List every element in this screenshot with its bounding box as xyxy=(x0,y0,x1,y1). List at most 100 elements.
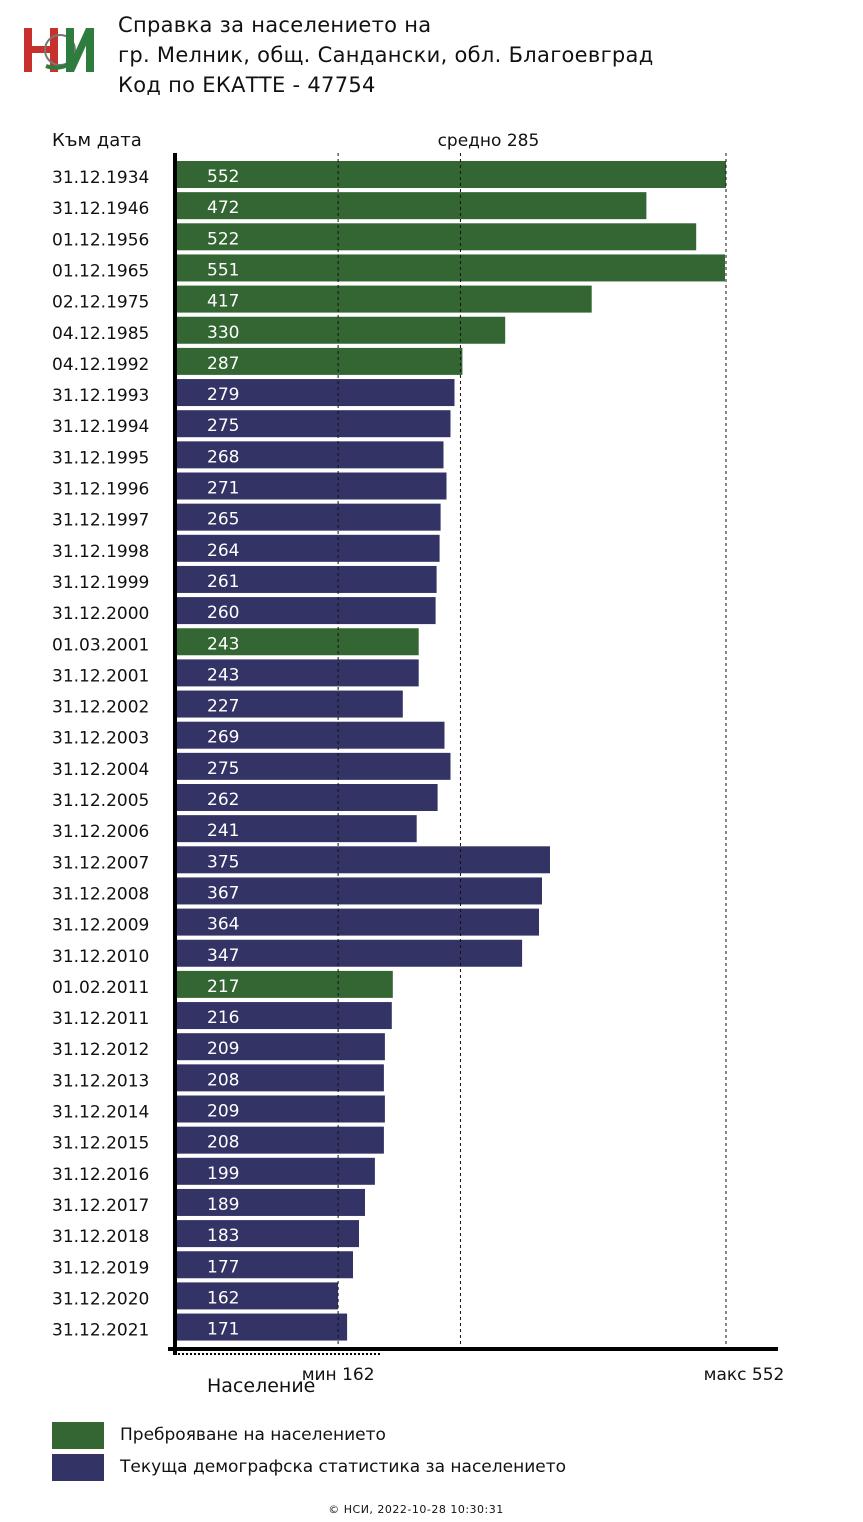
bar xyxy=(177,379,455,407)
category-label: 31.12.2013 xyxy=(52,1071,149,1091)
category-label: 31.12.2008 xyxy=(52,884,149,904)
bar xyxy=(177,815,417,843)
category-label: 31.12.1998 xyxy=(52,542,149,562)
bar-value-label: 330 xyxy=(207,323,239,343)
copyright-footer: © НСИ, 2022-10-28 10:30:31 xyxy=(328,1503,504,1516)
nsi-logo xyxy=(24,28,94,72)
header-line-3: Код по ЕКАТТЕ - 47754 xyxy=(118,73,376,97)
category-label: 04.12.1992 xyxy=(52,355,149,375)
category-label: 31.12.2001 xyxy=(52,666,149,686)
bar xyxy=(177,534,440,562)
category-label: 31.12.2014 xyxy=(52,1103,149,1123)
bar-value-label: 243 xyxy=(207,634,239,654)
bar xyxy=(177,690,403,718)
bar xyxy=(177,659,419,687)
bar xyxy=(177,192,647,220)
category-label: 01.03.2001 xyxy=(52,635,149,655)
legend-label-current: Текуща демографска статистика за населен… xyxy=(120,1457,567,1477)
bar-value-label: 262 xyxy=(207,790,239,810)
legend-swatch-census xyxy=(52,1421,104,1449)
category-label: 01.12.1965 xyxy=(52,261,149,281)
legend-label-census: Преброяване на населението xyxy=(120,1425,386,1445)
bar-value-label: 162 xyxy=(207,1288,239,1308)
category-label: 31.12.2021 xyxy=(52,1321,149,1341)
category-label: 31.12.1993 xyxy=(52,386,149,406)
category-label: 31.12.2006 xyxy=(52,822,149,842)
bar-value-label: 208 xyxy=(207,1133,239,1153)
logo-circle xyxy=(44,34,76,66)
bar-value-label: 375 xyxy=(207,852,239,872)
header-line-2: гр. Мелник, общ. Сандански, обл. Благоев… xyxy=(118,43,654,67)
bar-value-label: 279 xyxy=(207,385,239,405)
category-label: 02.12.1975 xyxy=(52,293,149,313)
category-label: 31.12.2019 xyxy=(52,1258,149,1278)
bar-value-label: 216 xyxy=(207,1008,239,1028)
bar xyxy=(177,1157,375,1185)
bar xyxy=(177,721,445,749)
bar xyxy=(177,472,447,500)
bar-value-label: 243 xyxy=(207,665,239,685)
category-label: 31.12.1996 xyxy=(52,480,149,500)
bar-value-label: 522 xyxy=(207,229,239,249)
logo-letter-n xyxy=(24,28,58,72)
bar-value-label: 364 xyxy=(207,915,239,935)
category-label: 31.12.2003 xyxy=(52,729,149,749)
reference-label-max: макс 552 xyxy=(704,1365,785,1385)
y-axis-header: Към дата xyxy=(52,130,142,151)
bar-value-label: 209 xyxy=(207,1039,239,1059)
bar-value-label: 268 xyxy=(207,447,239,467)
bar-value-label: 271 xyxy=(207,479,239,499)
bar xyxy=(177,1095,385,1123)
category-label: 31.12.1995 xyxy=(52,448,149,468)
category-label: 31.12.2011 xyxy=(52,1009,149,1029)
bar-value-label: 171 xyxy=(207,1320,239,1340)
bar xyxy=(177,970,393,998)
bar xyxy=(177,628,419,656)
bar xyxy=(177,316,506,344)
bar xyxy=(177,1220,359,1248)
bar xyxy=(177,410,451,438)
category-label: 31.12.2002 xyxy=(52,698,149,718)
category-label: 31.12.1994 xyxy=(52,417,149,437)
bar xyxy=(177,1126,384,1154)
bar xyxy=(177,285,592,313)
bar xyxy=(177,565,437,593)
bar xyxy=(177,784,438,811)
header-line-1: Справка за населението на xyxy=(118,13,432,37)
bar xyxy=(177,908,539,936)
category-label: 31.12.2000 xyxy=(52,604,149,624)
bar xyxy=(177,223,697,251)
bar-value-label: 183 xyxy=(207,1226,239,1246)
category-label: 31.12.2005 xyxy=(52,791,149,811)
bar-value-label: 472 xyxy=(207,198,239,218)
bar-value-label: 177 xyxy=(207,1257,239,1277)
bar-value-label: 260 xyxy=(207,603,239,623)
category-label: 01.02.2011 xyxy=(52,978,149,998)
bar xyxy=(177,1002,392,1030)
bar-value-label: 199 xyxy=(207,1164,239,1184)
logo-letter-i xyxy=(66,28,94,72)
bar xyxy=(177,254,725,282)
category-label: 31.12.2009 xyxy=(52,916,149,936)
bar xyxy=(177,1282,339,1310)
bar-value-label: 269 xyxy=(207,728,239,748)
legend-item-current: Текуща демографска статистика за населен… xyxy=(52,1452,566,1482)
bar xyxy=(177,161,726,188)
bar-value-label: 275 xyxy=(207,759,239,779)
bar-value-label: 367 xyxy=(207,883,239,903)
bar xyxy=(177,846,550,874)
bar xyxy=(177,1251,353,1279)
category-label: 31.12.2012 xyxy=(52,1040,149,1060)
legend-item-census: Преброяване на населението xyxy=(52,1420,566,1450)
legend: Преброяване на населението Текуща демогр… xyxy=(52,1420,566,1484)
category-label: 31.12.2007 xyxy=(52,853,149,873)
bar-value-label: 347 xyxy=(207,946,239,966)
bar xyxy=(177,877,542,905)
bar xyxy=(177,347,463,375)
bar-value-label: 287 xyxy=(207,354,239,374)
bar xyxy=(177,441,444,469)
bar-value-label: 227 xyxy=(207,697,239,717)
bar-value-label: 275 xyxy=(207,416,239,436)
category-label: 31.12.1934 xyxy=(52,168,149,188)
category-label: 31.12.2018 xyxy=(52,1227,149,1247)
